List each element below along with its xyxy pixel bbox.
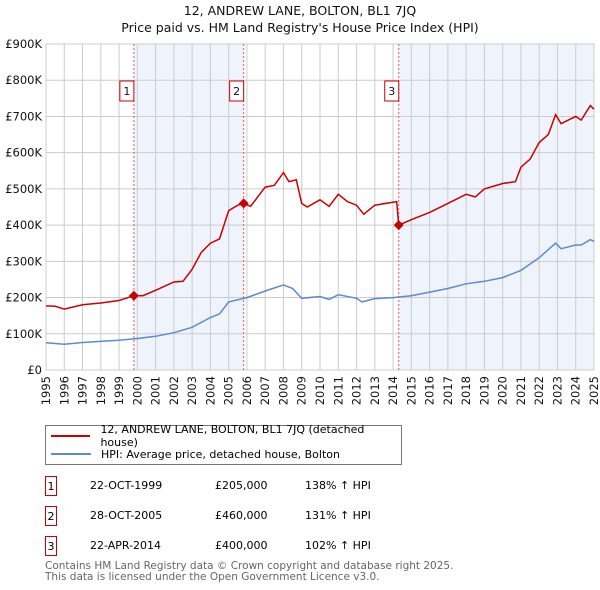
sale-date: 22-OCT-1999	[90, 479, 163, 492]
y-tick-label: £900K	[5, 37, 42, 51]
y-tick-label: £800K	[5, 73, 42, 87]
x-tick-label: 2023	[550, 376, 564, 405]
sale-point	[393, 220, 404, 231]
y-tick-label: £400K	[5, 218, 42, 232]
legend-label: 12, ANDREW LANE, BOLTON, BL1 7JQ (detach…	[100, 423, 365, 449]
sale-hpi-change: 131% ↑ HPI	[305, 509, 371, 522]
x-tick-label: 2019	[477, 376, 491, 405]
sale-label: 1	[123, 85, 130, 98]
x-tick-label: 1995	[39, 376, 53, 405]
sale-number-badge: 3	[45, 536, 57, 556]
x-tick-label: 2020	[496, 376, 510, 405]
y-tick-label: £100K	[5, 327, 42, 341]
legend-swatch-red	[51, 435, 91, 437]
y-tick-label: £600K	[5, 146, 42, 160]
legend-item-hpi: HPI: Average price, detached house, Bolt…	[46, 445, 340, 463]
x-tick-label: 1996	[57, 376, 71, 405]
series-line	[45, 238, 595, 346]
x-tick-label: 2016	[423, 376, 437, 405]
x-tick-label: 2010	[313, 376, 327, 405]
sale-point	[128, 290, 139, 301]
x-tick-label: 2021	[514, 376, 528, 405]
legend-label: HPI: Average price, detached house, Bolt…	[101, 447, 340, 461]
x-tick-label: 2013	[368, 376, 382, 405]
footer-copyright: Contains HM Land Registry data © Crown c…	[45, 560, 454, 572]
x-tick-label: 2018	[459, 376, 473, 405]
legend-item-property: 12, ANDREW LANE, BOLTON, BL1 7JQ (detach…	[46, 423, 401, 449]
x-tick-label: 1999	[112, 376, 126, 405]
x-tick-label: 2001	[149, 376, 163, 405]
x-tick-label: 2011	[331, 376, 345, 405]
sale-label-box	[229, 80, 245, 102]
sale-label: 2	[233, 85, 240, 98]
x-tick-label: 2003	[185, 376, 199, 405]
x-tick-label: 2009	[295, 376, 309, 405]
x-tick-label: 2017	[441, 376, 455, 405]
y-tick-label: £200K	[5, 291, 42, 305]
sale-date: 28-OCT-2005	[90, 509, 163, 522]
sale-label-box	[119, 80, 135, 102]
x-tick-label: 2008	[276, 376, 290, 405]
footer-licence: This data is licensed under the Open Gov…	[45, 571, 380, 583]
x-tick-label: 2002	[167, 376, 181, 405]
sale-label: 3	[388, 85, 395, 98]
sale-number-badge: 1	[45, 476, 57, 496]
sale-label-box	[384, 80, 400, 102]
price-chart: 1995 1996 1997 1998 1999 2000 2001 2002 2003 2004…	[5, 37, 600, 405]
y-tick-label: £300K	[5, 254, 42, 268]
y-tick-label: £0	[27, 363, 42, 377]
x-tick-label: 1998	[94, 376, 108, 405]
x-tick-label: 2000	[130, 376, 144, 405]
sale-price: £460,000	[215, 509, 268, 522]
y-tick-label: £700K	[5, 109, 42, 123]
x-tick-label: 1997	[76, 376, 90, 405]
y-tick-label: £500K	[5, 182, 42, 196]
chart-title: 12, ANDREW LANE, BOLTON, BL1 7JQ	[183, 3, 417, 18]
x-tick-label: 2025	[587, 376, 600, 405]
sale-date: 22-APR-2014	[90, 539, 162, 552]
sale-point	[238, 198, 249, 209]
x-tick-label: 2015	[404, 376, 418, 405]
x-tick-label: 2014	[386, 376, 400, 405]
legend-swatch-blue	[51, 453, 91, 455]
sale-price: £205,000	[215, 479, 268, 492]
sale-number-badge: 2	[45, 506, 57, 526]
chart-subtitle: Price paid vs. HM Land Registry's House …	[121, 20, 479, 35]
x-tick-label: 2005	[222, 376, 236, 405]
sale-hpi-change: 138% ↑ HPI	[305, 479, 371, 492]
x-tick-label: 2022	[532, 376, 546, 405]
legend: 12, ANDREW LANE, BOLTON, BL1 7JQ (detach…	[45, 423, 402, 465]
plot-border	[45, 43, 595, 371]
x-tick-label: 2006	[240, 376, 254, 405]
sale-price: £400,000	[215, 539, 268, 552]
x-tick-label: 2024	[569, 376, 583, 405]
shaded-period	[398, 44, 594, 370]
x-tick-label: 2012	[350, 376, 364, 405]
sale-hpi-change: 102% ↑ HPI	[305, 539, 371, 552]
shaded-period	[133, 44, 244, 370]
x-tick-label: 2004	[203, 376, 217, 405]
series-line	[45, 104, 595, 310]
footer: Contains HM Land Registry data © Crown c…	[45, 561, 453, 583]
x-tick-label: 2007	[258, 376, 272, 405]
